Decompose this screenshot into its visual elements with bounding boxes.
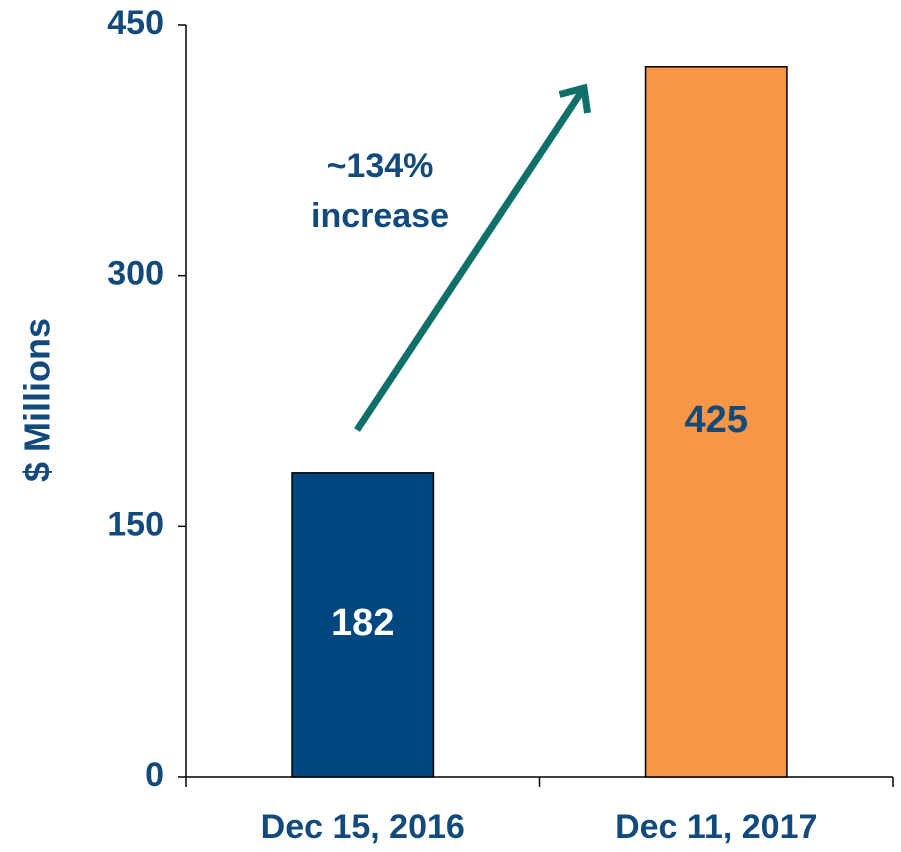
annotation: ~134% — [327, 147, 434, 185]
data-label: 182 — [331, 602, 394, 644]
data-label: 425 — [685, 399, 748, 441]
x-tick-label: Dec 11, 2017 — [615, 808, 817, 846]
y-axis-title: $ Millions — [17, 318, 58, 482]
y-tick-label: 300 — [107, 255, 164, 293]
y-tick-label: 0 — [145, 756, 164, 794]
growth-arrow — [354, 88, 584, 432]
bar — [291, 472, 435, 778]
y-tick-label: 150 — [107, 505, 164, 543]
x-tick-label: Dec 15, 2016 — [261, 808, 465, 846]
bar — [644, 66, 788, 778]
annotation: increase — [311, 197, 449, 235]
y-tick-label: 450 — [107, 4, 164, 42]
